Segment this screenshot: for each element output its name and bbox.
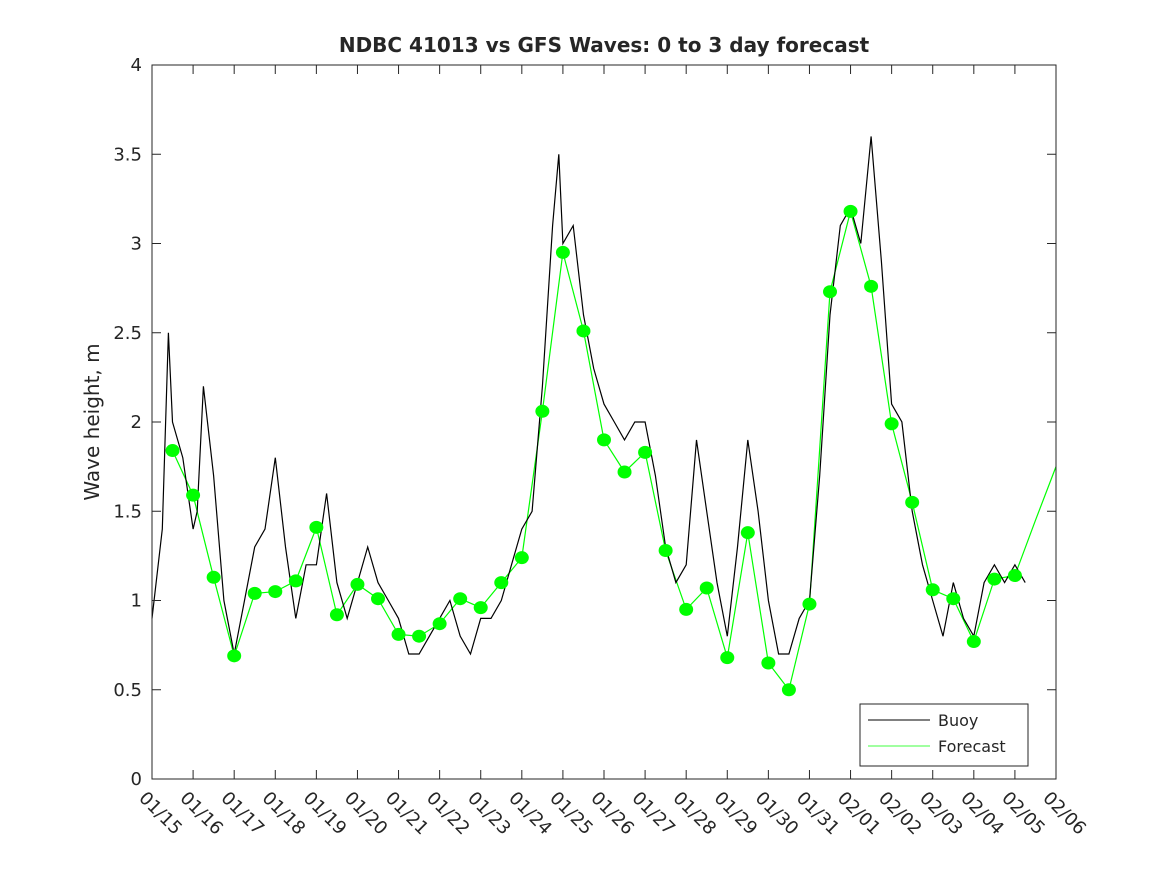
forecast-marker — [535, 404, 550, 418]
x-tick-label: 01/25 — [545, 788, 597, 840]
forecast-marker — [206, 570, 221, 584]
legend-buoy-label: Buoy — [938, 711, 978, 730]
legend-forecast-label: Forecast — [938, 737, 1006, 756]
x-tick-label: 01/22 — [422, 788, 474, 840]
x-tick-label: 02/06 — [1038, 788, 1090, 840]
x-tick-label: 02/02 — [874, 788, 926, 840]
forecast-marker — [884, 417, 899, 431]
y-tick-label: 3.5 — [113, 144, 142, 165]
forecast-marker — [679, 602, 694, 616]
forecast-marker — [555, 245, 570, 259]
x-tick-label: 01/30 — [751, 788, 803, 840]
forecast-marker — [268, 585, 283, 599]
forecast-marker — [576, 324, 591, 338]
x-tick-label: 01/31 — [792, 788, 844, 840]
forecast-marker — [864, 279, 879, 293]
forecast-marker — [802, 597, 817, 611]
series-line-forecast — [171, 209, 1057, 692]
forecast-marker — [227, 649, 242, 663]
forecast-marker — [186, 488, 201, 502]
forecast-marker — [453, 592, 468, 606]
forecast-marker — [473, 601, 488, 615]
forecast-marker — [781, 683, 796, 697]
forecast-marker — [165, 444, 180, 458]
forecast-marker — [597, 433, 611, 447]
x-tick-label: 01/19 — [299, 788, 351, 840]
forecast-marker — [350, 577, 365, 591]
x-tick-label: 02/01 — [833, 788, 885, 840]
y-tick-label: 4 — [131, 55, 142, 76]
y-tick-label: 0.5 — [113, 680, 142, 701]
forecast-marker — [946, 592, 961, 606]
x-tick-label: 01/16 — [176, 788, 228, 840]
x-tick-label: 02/05 — [997, 788, 1049, 840]
forecast-marker — [288, 574, 303, 588]
forecast-marker — [371, 592, 385, 606]
forecast-marker — [987, 572, 1002, 586]
y-axis-label: Wave height, m — [80, 343, 104, 500]
y-tick-label: 0 — [131, 769, 142, 790]
x-tick-label: 01/17 — [217, 788, 269, 840]
forecast-marker — [1007, 569, 1022, 583]
forecast-marker — [761, 656, 776, 670]
forecast-marker — [494, 576, 509, 590]
x-tick-label: 02/03 — [915, 788, 967, 840]
forecast-marker — [617, 465, 632, 479]
x-tick-label: 02/04 — [956, 788, 1008, 840]
forecast-marker — [247, 586, 262, 600]
y-tick-label: 3 — [131, 234, 142, 255]
forecast-marker — [391, 627, 406, 641]
forecast-marker — [699, 581, 714, 595]
x-tick-label: 01/27 — [628, 788, 680, 840]
series-line-buoy — [151, 136, 1026, 656]
forecast-marker — [823, 285, 837, 299]
y-tick-label: 2.5 — [113, 323, 142, 344]
legend: Buoy Forecast — [859, 703, 1029, 767]
x-tick-label: 01/28 — [669, 788, 721, 840]
y-tick-label: 1 — [131, 591, 142, 612]
x-tick-label: 01/24 — [504, 788, 556, 840]
x-tick-label: 01/23 — [463, 788, 515, 840]
x-tick-label: 01/20 — [340, 788, 392, 840]
forecast-marker — [432, 617, 447, 631]
forecast-marker — [658, 544, 673, 558]
y-tick-label: 2 — [131, 412, 142, 433]
forecast-marker — [638, 445, 653, 459]
forecast-marker — [514, 551, 529, 565]
y-tick-label: 1.5 — [113, 501, 142, 522]
forecast-marker — [329, 608, 344, 622]
x-tick-label: 01/29 — [710, 788, 762, 840]
forecast-marker — [412, 629, 427, 643]
x-tick-label: 01/18 — [258, 788, 310, 840]
forecast-marker — [905, 495, 920, 509]
plot-area-frame — [151, 64, 1057, 780]
x-tick-label: 01/26 — [586, 788, 638, 840]
forecast-marker — [925, 583, 940, 597]
chart-title: NDBC 41013 vs GFS Waves: 0 to 3 day fore… — [339, 33, 870, 57]
forecast-marker — [740, 526, 755, 540]
forecast-marker — [720, 651, 735, 665]
x-tick-label: 01/15 — [134, 788, 186, 840]
forecast-marker — [966, 635, 981, 649]
forecast-marker — [309, 520, 324, 534]
forecast-marker — [843, 204, 858, 218]
legend-box — [859, 703, 1029, 767]
x-tick-label: 01/21 — [381, 788, 433, 840]
